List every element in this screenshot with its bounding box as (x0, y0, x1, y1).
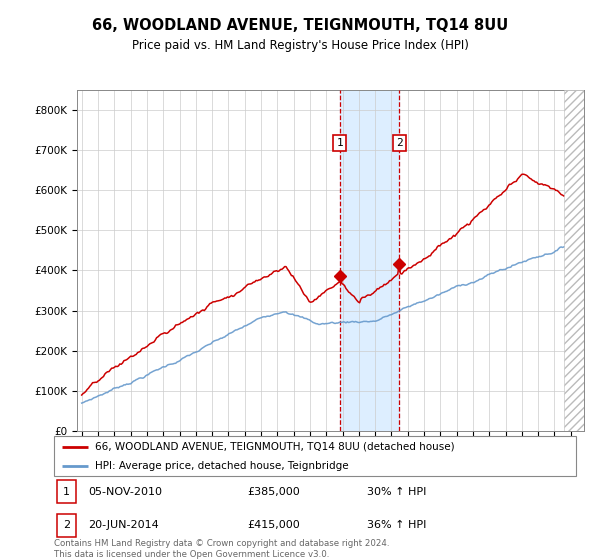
Text: £415,000: £415,000 (247, 520, 300, 530)
Text: HPI: Average price, detached house, Teignbridge: HPI: Average price, detached house, Teig… (95, 461, 349, 471)
Text: 66, WOODLAND AVENUE, TEIGNMOUTH, TQ14 8UU (detached house): 66, WOODLAND AVENUE, TEIGNMOUTH, TQ14 8U… (95, 442, 454, 451)
Text: 1: 1 (337, 138, 343, 148)
Text: Price paid vs. HM Land Registry's House Price Index (HPI): Price paid vs. HM Land Registry's House … (131, 39, 469, 52)
Text: 30% ↑ HPI: 30% ↑ HPI (367, 487, 427, 497)
FancyBboxPatch shape (54, 436, 576, 476)
Bar (340, 90, 399, 431)
Text: 20-JUN-2014: 20-JUN-2014 (88, 520, 158, 530)
FancyBboxPatch shape (56, 480, 76, 503)
Text: £385,000: £385,000 (247, 487, 300, 497)
Text: 2: 2 (63, 520, 70, 530)
FancyBboxPatch shape (56, 514, 76, 537)
Text: 66, WOODLAND AVENUE, TEIGNMOUTH, TQ14 8UU: 66, WOODLAND AVENUE, TEIGNMOUTH, TQ14 8U… (92, 18, 508, 34)
Text: 05-NOV-2010: 05-NOV-2010 (88, 487, 162, 497)
Text: 1: 1 (63, 487, 70, 497)
Text: Contains HM Land Registry data © Crown copyright and database right 2024.
This d: Contains HM Land Registry data © Crown c… (54, 539, 389, 559)
Text: 36% ↑ HPI: 36% ↑ HPI (367, 520, 427, 530)
Text: 2: 2 (396, 138, 403, 148)
